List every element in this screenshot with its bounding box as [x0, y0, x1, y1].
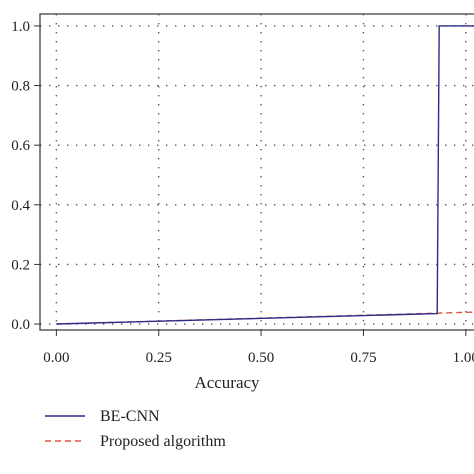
- y-tick-label: 0.0: [11, 317, 30, 333]
- x-tick-label: 1.00: [453, 350, 474, 366]
- y-tick-label: 0.4: [11, 198, 30, 214]
- series-line-be-cnn: [56, 25, 474, 325]
- legend-label: Proposed algorithm: [100, 433, 226, 450]
- x-tick-label: 0.25: [146, 350, 172, 366]
- y-tick-label: 0.6: [11, 138, 30, 154]
- x-tick-label: 0.50: [248, 350, 274, 366]
- y-tick-label: 0.2: [11, 257, 30, 273]
- grid: [40, 14, 474, 330]
- x-axis-label: Accuracy: [194, 373, 260, 392]
- plot-frame: [39, 13, 474, 331]
- legend: BE-CNN Proposed algorithm: [45, 408, 226, 450]
- x-tick-label: 0.75: [350, 350, 376, 366]
- series-layer: [56, 25, 474, 325]
- y-tick-label: 0.8: [11, 79, 30, 95]
- x-axis-ticks: 0.00 0.25 0.50 0.75 1.00: [43, 330, 474, 366]
- x-tick-label: 0.00: [43, 350, 69, 366]
- legend-label: BE-CNN: [100, 408, 160, 425]
- y-axis-ticks: 0.0 0.2 0.4 0.6 0.8 1.0: [11, 19, 40, 333]
- y-tick-label: 1.0: [11, 19, 30, 35]
